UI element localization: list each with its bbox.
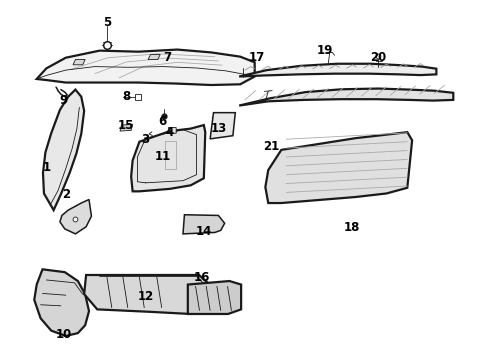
Text: 3: 3 <box>142 133 150 146</box>
Polygon shape <box>37 50 255 85</box>
Text: 7: 7 <box>164 51 171 64</box>
Polygon shape <box>188 281 241 314</box>
Polygon shape <box>210 113 235 139</box>
Text: 19: 19 <box>317 44 333 57</box>
Polygon shape <box>34 269 89 336</box>
Text: 14: 14 <box>196 225 212 238</box>
Polygon shape <box>120 124 133 131</box>
Text: 4: 4 <box>166 126 174 139</box>
Text: 13: 13 <box>210 122 226 135</box>
Text: 15: 15 <box>118 118 134 131</box>
Polygon shape <box>239 89 453 105</box>
Text: 10: 10 <box>55 328 72 341</box>
Polygon shape <box>266 132 412 203</box>
Polygon shape <box>43 90 84 210</box>
Polygon shape <box>131 125 205 192</box>
Polygon shape <box>169 127 176 133</box>
Text: 16: 16 <box>193 271 210 284</box>
Text: 5: 5 <box>103 16 111 29</box>
Text: 12: 12 <box>138 291 154 303</box>
Text: 17: 17 <box>249 51 265 64</box>
Polygon shape <box>84 275 215 314</box>
Text: 1: 1 <box>42 161 50 174</box>
Text: 18: 18 <box>343 221 360 234</box>
Text: 11: 11 <box>154 150 171 163</box>
Polygon shape <box>148 54 160 59</box>
Polygon shape <box>183 215 224 234</box>
Polygon shape <box>73 59 85 65</box>
Text: 2: 2 <box>62 188 70 201</box>
Text: 9: 9 <box>59 94 68 107</box>
Polygon shape <box>60 199 92 234</box>
Text: 6: 6 <box>159 115 167 128</box>
Polygon shape <box>239 64 437 77</box>
Text: 20: 20 <box>370 51 386 64</box>
Text: 8: 8 <box>122 90 130 103</box>
Text: 21: 21 <box>264 140 280 153</box>
